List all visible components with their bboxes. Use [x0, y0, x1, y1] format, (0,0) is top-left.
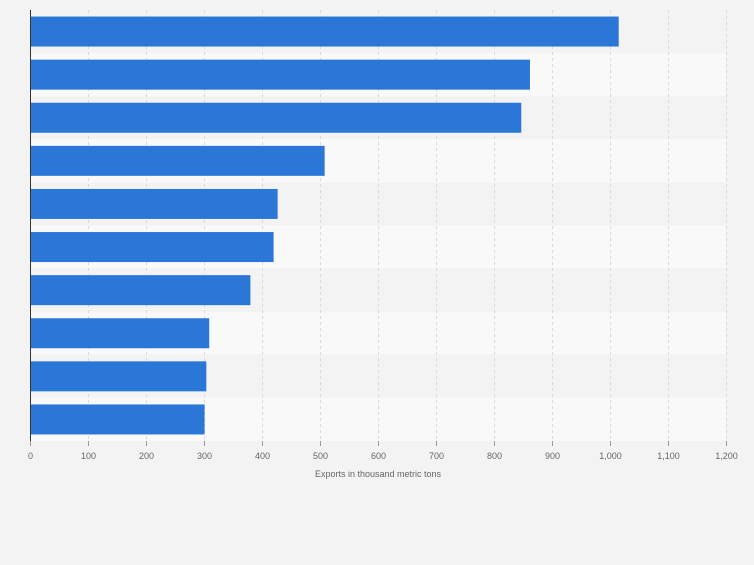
x-tick-label: 0	[28, 451, 33, 461]
bar	[30, 232, 274, 263]
bar	[30, 102, 522, 133]
x-tick-label: 200	[139, 451, 154, 461]
x-tick-label: 1,000	[599, 451, 622, 461]
bar	[30, 361, 207, 392]
x-tick-label: 700	[429, 451, 444, 461]
bar	[30, 318, 210, 349]
bar	[30, 16, 619, 47]
x-tick-label: 400	[255, 451, 270, 461]
x-tick-label: 1,200	[715, 451, 738, 461]
x-axis: 0 100 200 300 400 500 600 700 800 900 1,000 1,100 1,…	[28, 441, 738, 461]
x-tick-label: 100	[81, 451, 96, 461]
bar	[30, 404, 205, 435]
x-tick-label: 900	[545, 451, 560, 461]
bars	[30, 16, 619, 435]
x-tick-label: 600	[371, 451, 386, 461]
bar	[30, 59, 530, 90]
x-tick-label: 800	[487, 451, 502, 461]
x-axis-label: Exports in thousand metric tons	[315, 469, 442, 479]
x-tick-label: 500	[313, 451, 328, 461]
bar	[30, 275, 251, 306]
bar	[30, 188, 278, 219]
x-tick-label: 300	[197, 451, 212, 461]
x-tick-label: 1,100	[657, 451, 680, 461]
bar	[30, 145, 325, 176]
